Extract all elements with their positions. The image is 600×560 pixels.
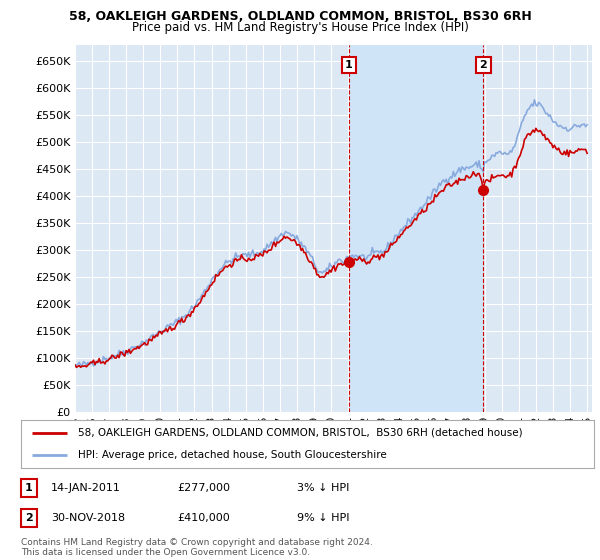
Text: 1: 1 — [25, 483, 32, 493]
Text: 58, OAKLEIGH GARDENS, OLDLAND COMMON, BRISTOL, BS30 6RH: 58, OAKLEIGH GARDENS, OLDLAND COMMON, BR… — [68, 10, 532, 23]
Text: HPI: Average price, detached house, South Gloucestershire: HPI: Average price, detached house, Sout… — [79, 450, 387, 460]
Text: £410,000: £410,000 — [177, 513, 230, 523]
Text: Contains HM Land Registry data © Crown copyright and database right 2024.
This d: Contains HM Land Registry data © Crown c… — [21, 538, 373, 557]
Text: 2: 2 — [25, 513, 32, 523]
Text: 2: 2 — [479, 60, 487, 70]
Bar — [349, 45, 483, 412]
Text: Price paid vs. HM Land Registry's House Price Index (HPI): Price paid vs. HM Land Registry's House … — [131, 21, 469, 34]
Text: 9% ↓ HPI: 9% ↓ HPI — [297, 513, 349, 523]
Text: 14-JAN-2011: 14-JAN-2011 — [51, 483, 121, 493]
Text: 30-NOV-2018: 30-NOV-2018 — [51, 513, 125, 523]
Text: 3% ↓ HPI: 3% ↓ HPI — [297, 483, 349, 493]
Text: £277,000: £277,000 — [177, 483, 230, 493]
Text: 1: 1 — [345, 60, 353, 70]
Text: 58, OAKLEIGH GARDENS, OLDLAND COMMON, BRISTOL,  BS30 6RH (detached house): 58, OAKLEIGH GARDENS, OLDLAND COMMON, BR… — [79, 428, 523, 438]
